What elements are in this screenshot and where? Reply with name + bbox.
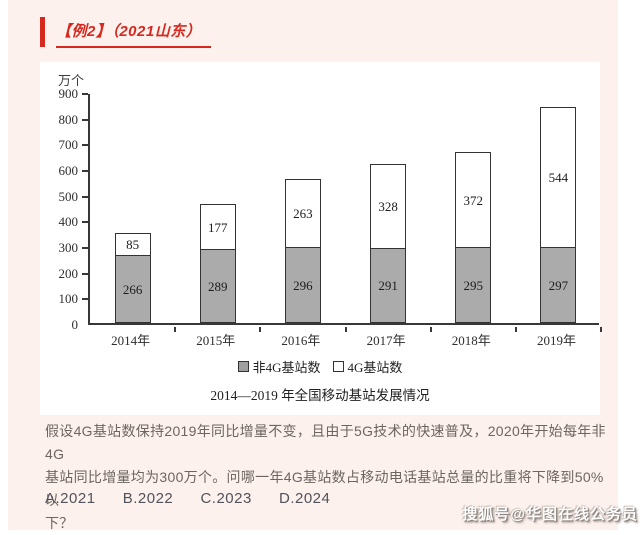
y-axis-label: 500 <box>58 188 79 204</box>
x-axis-label: 2016年 <box>281 333 321 348</box>
y-axis-label: 600 <box>58 163 79 178</box>
bar-segment-4g: 85 <box>114 233 151 255</box>
bar-slot: 372 295 <box>431 94 516 323</box>
y-axis-tick <box>82 118 88 121</box>
x-axis-tick <box>174 327 177 332</box>
legend-label-non4g: 非4G基站数 <box>252 360 321 375</box>
legend-swatch-gray-icon <box>237 361 249 372</box>
x-axis-tick <box>259 327 262 332</box>
bar-segment-non4g: 296 <box>284 247 321 323</box>
question-line: 基站同比增量均为300万个。问哪一年4G基站数占移动电话基站总量的比重将下降到5… <box>45 469 604 508</box>
bar-slot: 263 296 <box>260 94 345 323</box>
bar-segment-non4g: 289 <box>199 249 236 323</box>
answer-option-c: C.2023 <box>200 490 252 507</box>
question-line: 假设4G基站数保持2019年同比增量不变，且由于5G技术的快速普及，2020年开… <box>45 423 606 462</box>
bar-slot: 328 291 <box>346 94 431 323</box>
chart-card: 万个 0 100 200 300 400 500 600 700 800 900 85 266 177 2… <box>40 62 602 415</box>
y-axis-label: 900 <box>58 86 79 101</box>
answer-option-d: D.2024 <box>278 490 331 507</box>
x-axis-label: 2015年 <box>196 333 236 348</box>
x-axis-tick <box>344 327 347 332</box>
x-axis-tick <box>600 327 602 332</box>
answer-options: A.2021 B.2022 C.2023 D.2024 <box>45 490 353 507</box>
answer-option-b: B.2022 <box>122 490 174 507</box>
y-axis-unit-label: 万个 <box>58 73 85 88</box>
bar-segment-4g: 328 <box>370 164 407 248</box>
bar-segment-non4g: 291 <box>370 248 407 323</box>
x-axis-label: 2019年 <box>536 333 576 348</box>
question-line: 下？ <box>45 515 74 531</box>
y-axis-tick <box>82 93 88 95</box>
x-axis-label: 2017年 <box>366 333 406 348</box>
example-title: 【例2】（2021山东） <box>56 20 212 48</box>
bar-slot: 85 266 <box>90 94 175 323</box>
answer-option-a: A.2021 <box>45 490 96 507</box>
y-axis-label: 300 <box>58 240 79 255</box>
legend-item-non4g: 非4G基站数 <box>237 357 321 376</box>
chart-legend: 非4G基站数 4G基站数 <box>40 357 600 376</box>
legend-item-4g: 4G基站数 <box>332 357 403 376</box>
bar-slot: 544 297 <box>516 94 601 323</box>
bar-segment-4g: 177 <box>199 204 236 249</box>
bar-segment-non4g: 266 <box>114 255 151 323</box>
x-axis-label: 2014年 <box>111 333 151 348</box>
y-axis-label: 100 <box>58 291 79 307</box>
x-axis-labels: 2014年 2015年 2016年 2017年 2018年 2019年 <box>88 330 599 349</box>
legend-swatch-white-icon <box>332 361 344 372</box>
question-text: 假设4G基站数保持2019年同比增量不变，且由于5G技术的快速普及，2020年开… <box>45 420 613 535</box>
x-axis-tick <box>429 327 432 332</box>
chart-title: 2014—2019 年全国移动基站发展情况 <box>210 388 430 403</box>
watermark: 搜狐号@华图在线公务员 <box>462 506 638 523</box>
y-axis-tick <box>82 170 88 172</box>
red-accent-bar <box>40 17 45 47</box>
y-axis-label: 400 <box>58 214 79 230</box>
y-axis-tick <box>82 247 88 249</box>
y-axis-tick <box>82 298 88 301</box>
legend-label-4g: 4G基站数 <box>347 360 403 375</box>
y-axis-tick <box>82 144 88 147</box>
x-axis-label: 2018年 <box>451 333 491 348</box>
y-axis-label: 700 <box>58 137 79 153</box>
y-axis-tick <box>82 195 88 198</box>
bar-segment-4g: 263 <box>284 179 321 247</box>
plot-area: 0 100 200 300 400 500 600 700 800 900 85 266 177 289 2… <box>59 86 602 332</box>
bar-segment-4g: 544 <box>540 107 577 247</box>
bar-segment-4g: 372 <box>455 152 492 247</box>
y-axis-tick <box>82 221 88 224</box>
y-axis-label: 800 <box>58 111 79 127</box>
bar-segment-non4g: 297 <box>540 247 577 323</box>
bar-segment-non4g: 295 <box>455 247 492 323</box>
x-axis-tick <box>514 327 517 332</box>
y-axis-label: 0 <box>71 317 79 332</box>
bar-slot: 177 289 <box>175 94 260 323</box>
y-axis-tick <box>82 272 88 275</box>
y-axis-label: 200 <box>58 265 79 281</box>
